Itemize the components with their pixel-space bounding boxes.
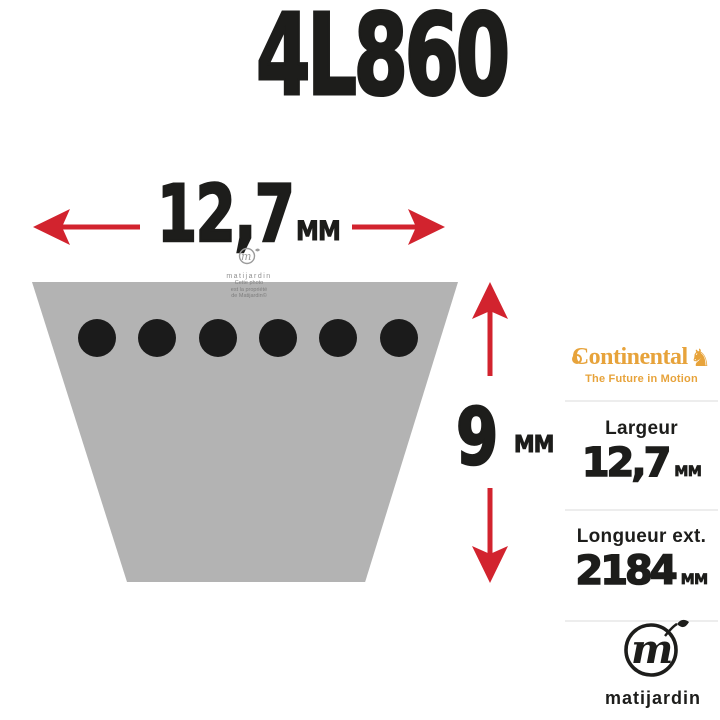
spec-length-number: 2184 bbox=[575, 548, 679, 594]
spec-length-value: 2184 MM bbox=[565, 548, 718, 601]
spec-width-label: Largeur bbox=[605, 418, 678, 439]
arrow-up-icon bbox=[472, 282, 508, 376]
width-dimension-unit: MM bbox=[296, 216, 342, 247]
continental-logo: Continental ♞ The Future in Motion bbox=[565, 342, 718, 385]
continental-c-ring-icon bbox=[572, 354, 582, 364]
continental-horse-icon: ♞ bbox=[689, 345, 712, 372]
belt-cord bbox=[379, 319, 418, 357]
watermark-logo-icon: m bbox=[238, 247, 260, 265]
product-code-title: 4L860 bbox=[255, 0, 511, 121]
watermark-line: Cette photo bbox=[234, 280, 264, 286]
belt-cord bbox=[78, 319, 116, 357]
continental-tagline: The Future in Motion bbox=[585, 373, 698, 385]
matijardin-logo-icon: m bbox=[624, 619, 689, 677]
watermark-line: de Matijardin© bbox=[231, 293, 267, 299]
width-dimension-value: 12,7 bbox=[156, 170, 296, 260]
continental-wordmark: Continental bbox=[571, 344, 688, 370]
belt-cord bbox=[319, 319, 358, 357]
spec-length-unit: MM bbox=[680, 572, 708, 589]
divider bbox=[565, 620, 718, 622]
arrow-down-icon bbox=[472, 488, 508, 583]
matijardin-brand-text: matijardin bbox=[604, 688, 702, 708]
watermark: m matijardin Cette photo est la propriét… bbox=[211, 246, 287, 300]
spec-width-number: 12,7 bbox=[581, 440, 672, 486]
belt-cord bbox=[258, 319, 297, 357]
watermark-line: est la propriété bbox=[230, 286, 268, 293]
spec-width-value: 12,7 MM bbox=[565, 440, 718, 493]
divider bbox=[565, 509, 718, 511]
divider bbox=[565, 400, 718, 402]
watermark-brand: matijardin bbox=[226, 273, 272, 280]
height-dimension-unit: MM bbox=[514, 432, 555, 458]
spec-length-label: Longueur ext. bbox=[576, 526, 707, 547]
belt-cross-section bbox=[32, 282, 458, 582]
belt-cord bbox=[138, 319, 177, 357]
matijardin-logo: m matijardin bbox=[597, 616, 709, 709]
spec-width-unit: MM bbox=[674, 464, 702, 481]
spec-panel: Continental ♞ The Future in Motion Large… bbox=[565, 342, 718, 622]
arrow-right-icon bbox=[352, 209, 445, 245]
arrow-left-icon bbox=[33, 209, 140, 245]
height-dimension-value: 9 bbox=[455, 393, 499, 483]
belt-cord bbox=[198, 319, 237, 357]
svg-text:m: m bbox=[241, 250, 251, 263]
